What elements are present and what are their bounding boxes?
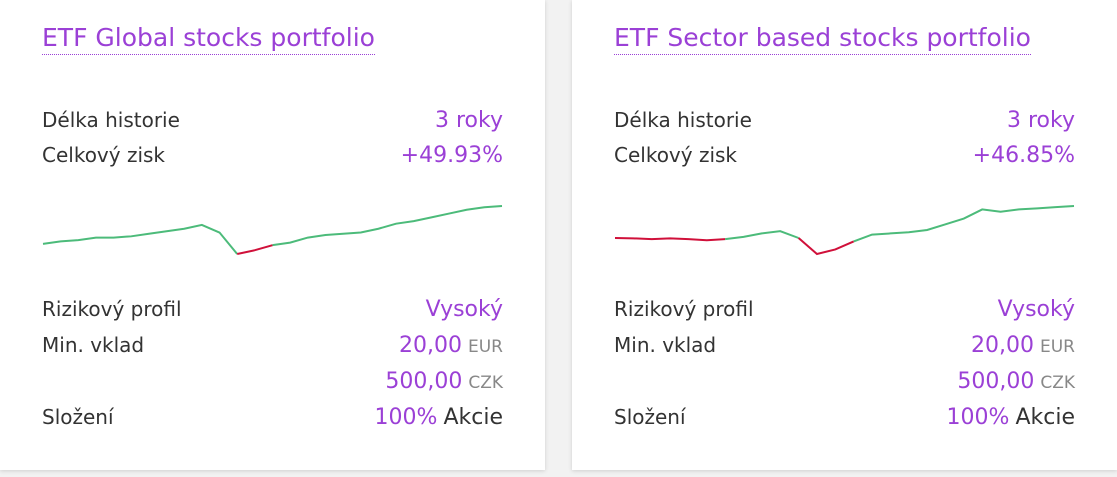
info-row: Rizikový profil Vysoký (614, 294, 1075, 324)
row-label: Celkový zisk (42, 143, 166, 167)
sparkline-segment (614, 237, 726, 242)
row-label: Rizikový profil (42, 297, 182, 321)
row-value: 3 roky (1007, 108, 1075, 133)
row-value: 3 roky (435, 108, 503, 133)
sparkline (42, 205, 503, 255)
row-label: Délka historie (42, 108, 180, 132)
row-value: 500,00 CZK (957, 369, 1075, 394)
card: ETF Global stocks portfolio Délka histori… (0, 0, 545, 470)
info-row: Délka historie 3 roky (42, 105, 503, 135)
sparkline-segment (42, 223, 238, 255)
value: 20,00 (399, 332, 462, 358)
card-title[interactable]: ETF Global stocks portfolio (42, 22, 375, 55)
sparkline-segment (236, 244, 273, 255)
row-label: Délka historie (614, 108, 752, 132)
card-title[interactable]: ETF Sector based stocks portfolio (614, 22, 1031, 55)
info-row: Celkový zisk +46.85% (614, 140, 1075, 170)
value: 3 roky (1007, 107, 1075, 133)
value: 100% (946, 404, 1010, 430)
info-row: Min. vklad 20,00 EUR (614, 330, 1075, 360)
info-row: Složení 100% Akcie (614, 402, 1075, 432)
row-label: Celkový zisk (614, 143, 738, 167)
info-row: 500,00 CZK (42, 366, 503, 396)
value: Vysoký (997, 296, 1075, 322)
info-row: Rizikový profil Vysoký (42, 294, 503, 324)
info-row: Celkový zisk +49.93% (42, 140, 503, 170)
row-value: Vysoký (998, 297, 1075, 322)
row-value: Vysoký (426, 297, 503, 322)
info-row: Délka historie 3 roky (614, 105, 1075, 135)
value: Vysoký (425, 296, 503, 322)
unit: EUR (1040, 336, 1075, 357)
row-value: 20,00 EUR (971, 333, 1075, 358)
row-value: +46.85% (973, 143, 1075, 168)
sparkline-segment (853, 205, 1075, 243)
row-value: 100% Akcie (947, 405, 1075, 430)
sparkline-segment (725, 230, 799, 241)
row-label: Rizikový profil (614, 297, 754, 321)
sparkline-segment (272, 205, 503, 247)
row-label: Min. vklad (42, 333, 145, 357)
row-value: 20,00 EUR (399, 333, 503, 358)
value: 20,00 (971, 332, 1034, 358)
info-row: 500,00 CZK (614, 366, 1075, 396)
unit: CZK (1040, 372, 1075, 393)
unit: CZK (468, 372, 503, 393)
row-label: Min. vklad (614, 333, 717, 357)
value: 100% (374, 404, 438, 430)
info-row: Složení 100% Akcie (42, 402, 503, 432)
value: +46.85% (972, 142, 1075, 168)
info-row: Min. vklad 20,00 EUR (42, 330, 503, 360)
unit: EUR (468, 336, 503, 357)
row-value: 100% Akcie (375, 405, 503, 430)
row-label: Složení (42, 405, 114, 429)
value: 500,00 (957, 368, 1035, 394)
row-value: 500,00 CZK (385, 369, 503, 394)
note: Akcie (443, 404, 503, 430)
value: +49.93% (400, 142, 503, 168)
sparkline-segment (797, 237, 855, 256)
note: Akcie (1015, 404, 1075, 430)
value: 500,00 (385, 368, 463, 394)
card: ETF Sector based stocks portfolio Délka h… (572, 0, 1117, 470)
value: 3 roky (435, 107, 503, 133)
sparkline (614, 205, 1075, 256)
row-label: Složení (614, 405, 686, 429)
row-value: +49.93% (401, 143, 503, 168)
